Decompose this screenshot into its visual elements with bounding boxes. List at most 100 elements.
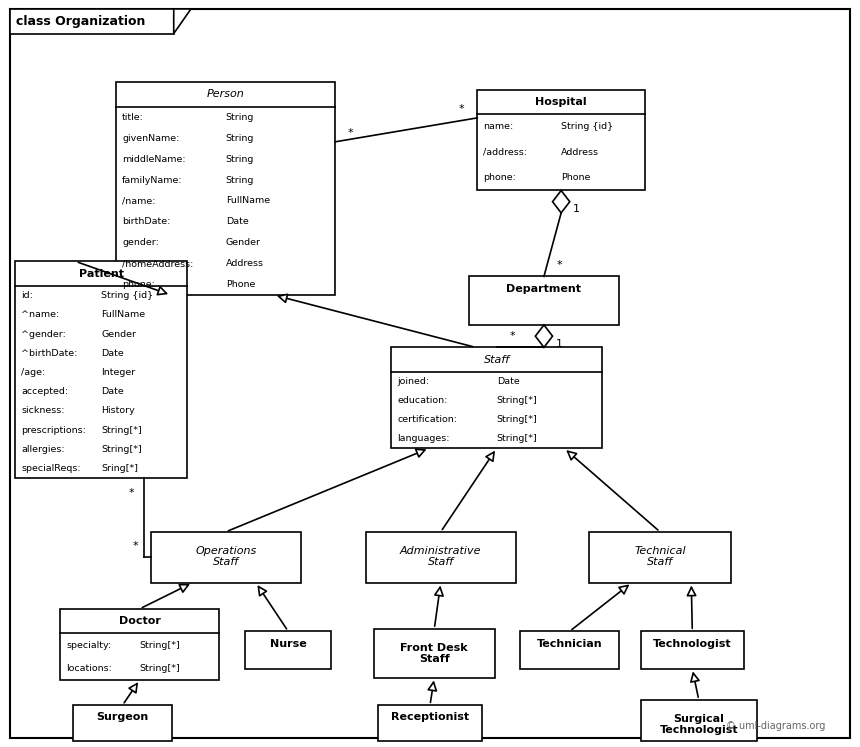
Text: prescriptions:: prescriptions:	[22, 426, 86, 435]
Bar	[374, 629, 494, 678]
Bar	[73, 705, 172, 741]
Bar	[60, 609, 219, 680]
Text: name:: name:	[483, 123, 513, 131]
Text: specialty:: specialty:	[66, 640, 111, 650]
Text: id:: id:	[22, 291, 34, 300]
Text: accepted:: accepted:	[22, 387, 69, 396]
Text: *: *	[459, 104, 464, 114]
Text: Hospital: Hospital	[535, 97, 587, 107]
Bar	[245, 631, 331, 669]
Polygon shape	[553, 190, 570, 213]
Text: Receptionist: Receptionist	[391, 713, 469, 722]
Text: String: String	[225, 176, 254, 185]
Text: Doctor: Doctor	[119, 616, 161, 626]
Text: *: *	[132, 541, 138, 551]
Bar	[10, 9, 174, 34]
Bar	[150, 532, 301, 583]
Text: certification:: certification:	[397, 415, 458, 424]
Text: birthDate:: birthDate:	[122, 217, 170, 226]
Text: gender:: gender:	[122, 238, 159, 247]
Text: ^name:: ^name:	[22, 311, 59, 320]
Text: Sring[*]: Sring[*]	[101, 464, 138, 473]
Text: title:: title:	[122, 113, 144, 122]
Bar	[641, 631, 744, 669]
Text: Nurse: Nurse	[270, 639, 306, 648]
Bar	[477, 90, 645, 190]
Bar	[366, 532, 516, 583]
Text: FullName: FullName	[225, 196, 270, 205]
Text: Phone: Phone	[225, 280, 255, 289]
Text: languages:: languages:	[397, 434, 450, 443]
Text: joined:: joined:	[397, 377, 429, 386]
Text: Gender: Gender	[225, 238, 261, 247]
Text: String[*]: String[*]	[101, 444, 142, 453]
Bar	[520, 631, 619, 669]
Text: phone:: phone:	[122, 280, 155, 289]
Text: History: History	[101, 406, 135, 415]
Text: FullName: FullName	[101, 311, 145, 320]
Text: phone:: phone:	[483, 173, 516, 182]
Text: ^gender:: ^gender:	[22, 329, 66, 338]
Text: *: *	[348, 128, 353, 137]
Polygon shape	[535, 325, 553, 347]
Text: ^birthDate:: ^birthDate:	[22, 349, 78, 358]
Text: specialReqs:: specialReqs:	[22, 464, 81, 473]
Bar	[641, 700, 757, 741]
Text: familyName:: familyName:	[122, 176, 182, 185]
Text: String[*]: String[*]	[139, 663, 181, 673]
Text: /address:: /address:	[483, 148, 527, 157]
Text: Technical
Staff: Technical Staff	[634, 546, 686, 567]
Text: sickness:: sickness:	[22, 406, 65, 415]
Text: *: *	[509, 331, 515, 341]
Text: String[*]: String[*]	[497, 396, 538, 405]
Text: /name:: /name:	[122, 196, 156, 205]
Text: String: String	[225, 113, 254, 122]
Bar	[589, 532, 731, 583]
Text: Department: Department	[507, 284, 581, 294]
Text: © uml-diagrams.org: © uml-diagrams.org	[726, 721, 826, 731]
Text: Patient: Patient	[79, 269, 124, 279]
Bar	[116, 82, 335, 295]
Text: Date: Date	[101, 387, 124, 396]
Text: Front Desk
Staff: Front Desk Staff	[401, 643, 468, 664]
Text: class Organization: class Organization	[16, 15, 145, 28]
Text: Technologist: Technologist	[653, 639, 732, 648]
Text: Address: Address	[225, 259, 264, 268]
Text: Address: Address	[562, 148, 599, 157]
Text: Administrative
Staff: Administrative Staff	[400, 546, 482, 567]
Text: String[*]: String[*]	[497, 415, 538, 424]
Polygon shape	[174, 9, 191, 34]
Text: 1: 1	[573, 204, 580, 214]
Text: String: String	[225, 155, 254, 164]
Text: String: String	[225, 134, 254, 143]
Text: locations:: locations:	[66, 663, 112, 673]
Text: Surgical
Technologist: Surgical Technologist	[660, 714, 738, 735]
Text: String[*]: String[*]	[139, 640, 181, 650]
Text: givenName:: givenName:	[122, 134, 180, 143]
Text: String[*]: String[*]	[101, 426, 142, 435]
Bar	[15, 261, 187, 478]
Text: Date: Date	[225, 217, 249, 226]
Text: allergies:: allergies:	[22, 444, 65, 453]
Text: Phone: Phone	[562, 173, 591, 182]
Text: Date: Date	[101, 349, 124, 358]
Text: 1: 1	[556, 338, 563, 349]
Bar	[469, 276, 619, 325]
Text: /homeAddress:: /homeAddress:	[122, 259, 194, 268]
Text: Surgeon: Surgeon	[96, 713, 149, 722]
Text: *: *	[129, 488, 134, 498]
Text: Gender: Gender	[101, 329, 137, 338]
Text: Person: Person	[207, 90, 244, 99]
Text: /age:: /age:	[22, 368, 46, 377]
Text: String {id}: String {id}	[562, 123, 613, 131]
Text: middleName:: middleName:	[122, 155, 186, 164]
Bar	[378, 705, 482, 741]
Text: Technician: Technician	[537, 639, 603, 648]
Text: education:: education:	[397, 396, 448, 405]
Text: *: *	[556, 260, 562, 270]
Text: Operations
Staff: Operations Staff	[195, 546, 256, 567]
Text: String[*]: String[*]	[497, 434, 538, 443]
Bar	[391, 347, 602, 448]
Text: Integer: Integer	[101, 368, 136, 377]
Text: Staff: Staff	[483, 355, 510, 365]
